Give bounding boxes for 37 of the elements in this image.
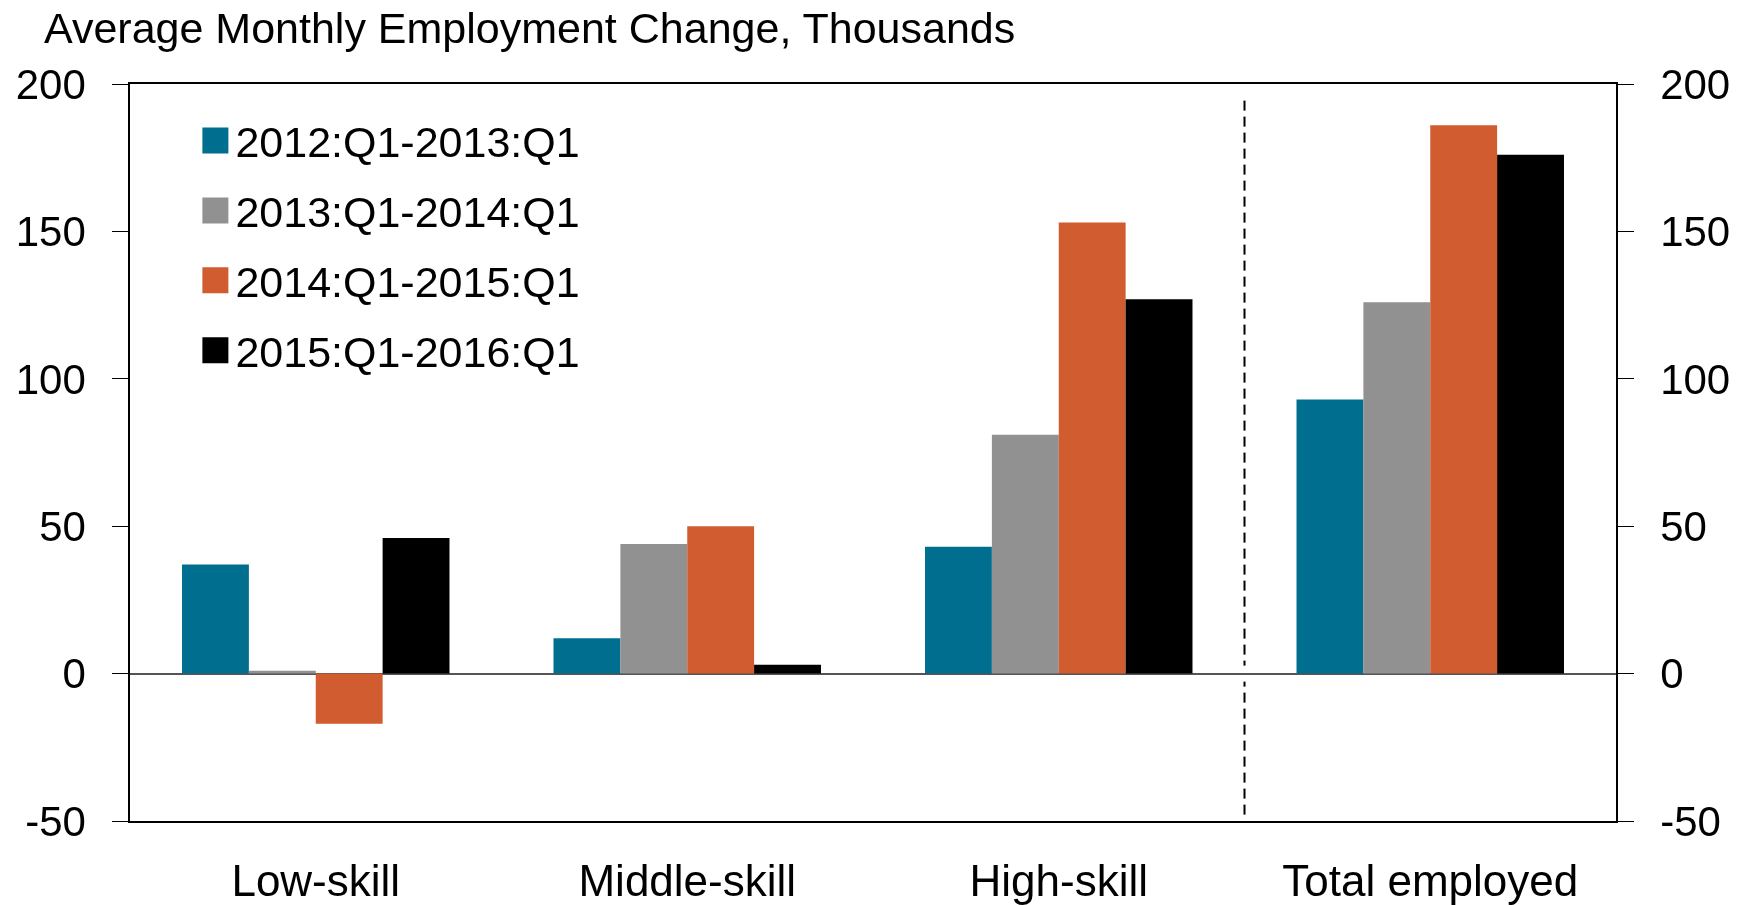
legend-label: 2014:Q1-2015:Q1 [235, 258, 580, 307]
x-tick-label: High-skill [969, 855, 1148, 905]
y2-tick-label: 150 [1660, 208, 1731, 256]
bar [687, 526, 755, 674]
y-tick-label: 100 [15, 355, 86, 403]
bar [1296, 399, 1364, 674]
y2-tick-label: 50 [1660, 502, 1707, 550]
bar [315, 673, 383, 724]
legend-label: 2015:Q1-2016:Q1 [235, 328, 580, 377]
legend-label: 2013:Q1-2014:Q1 [235, 188, 580, 237]
legend-label: 2012:Q1-2013:Q1 [235, 118, 580, 167]
x-tick-label: Middle-skill [578, 855, 797, 905]
bar [1125, 299, 1193, 674]
y2-tick-label: 200 [1660, 60, 1731, 108]
bar [1497, 154, 1564, 674]
y-tick-label: 0 [62, 650, 86, 698]
bar [553, 638, 621, 674]
y2-tick-label: 100 [1660, 355, 1731, 403]
bar [620, 543, 688, 674]
bar [248, 670, 316, 674]
bar [1363, 302, 1431, 674]
chart-title: Average Monthly Employment Change, Thousands [44, 4, 1016, 53]
bar [382, 537, 450, 674]
bar [925, 546, 992, 674]
bar [754, 664, 821, 674]
y-tick-label: 150 [15, 208, 86, 256]
y2-tick-label: -50 [1660, 797, 1721, 845]
bar [1430, 125, 1498, 674]
y-tick-label: -50 [25, 797, 86, 845]
y2-tick-label: 0 [1660, 650, 1684, 698]
bar [182, 564, 249, 674]
bar [991, 434, 1059, 674]
bar [1058, 222, 1126, 674]
y-tick-label: 50 [39, 502, 86, 550]
x-tick-label: Low-skill [231, 855, 401, 905]
y-tick-label: 200 [15, 60, 86, 108]
x-tick-label: Total employed [1282, 855, 1579, 905]
